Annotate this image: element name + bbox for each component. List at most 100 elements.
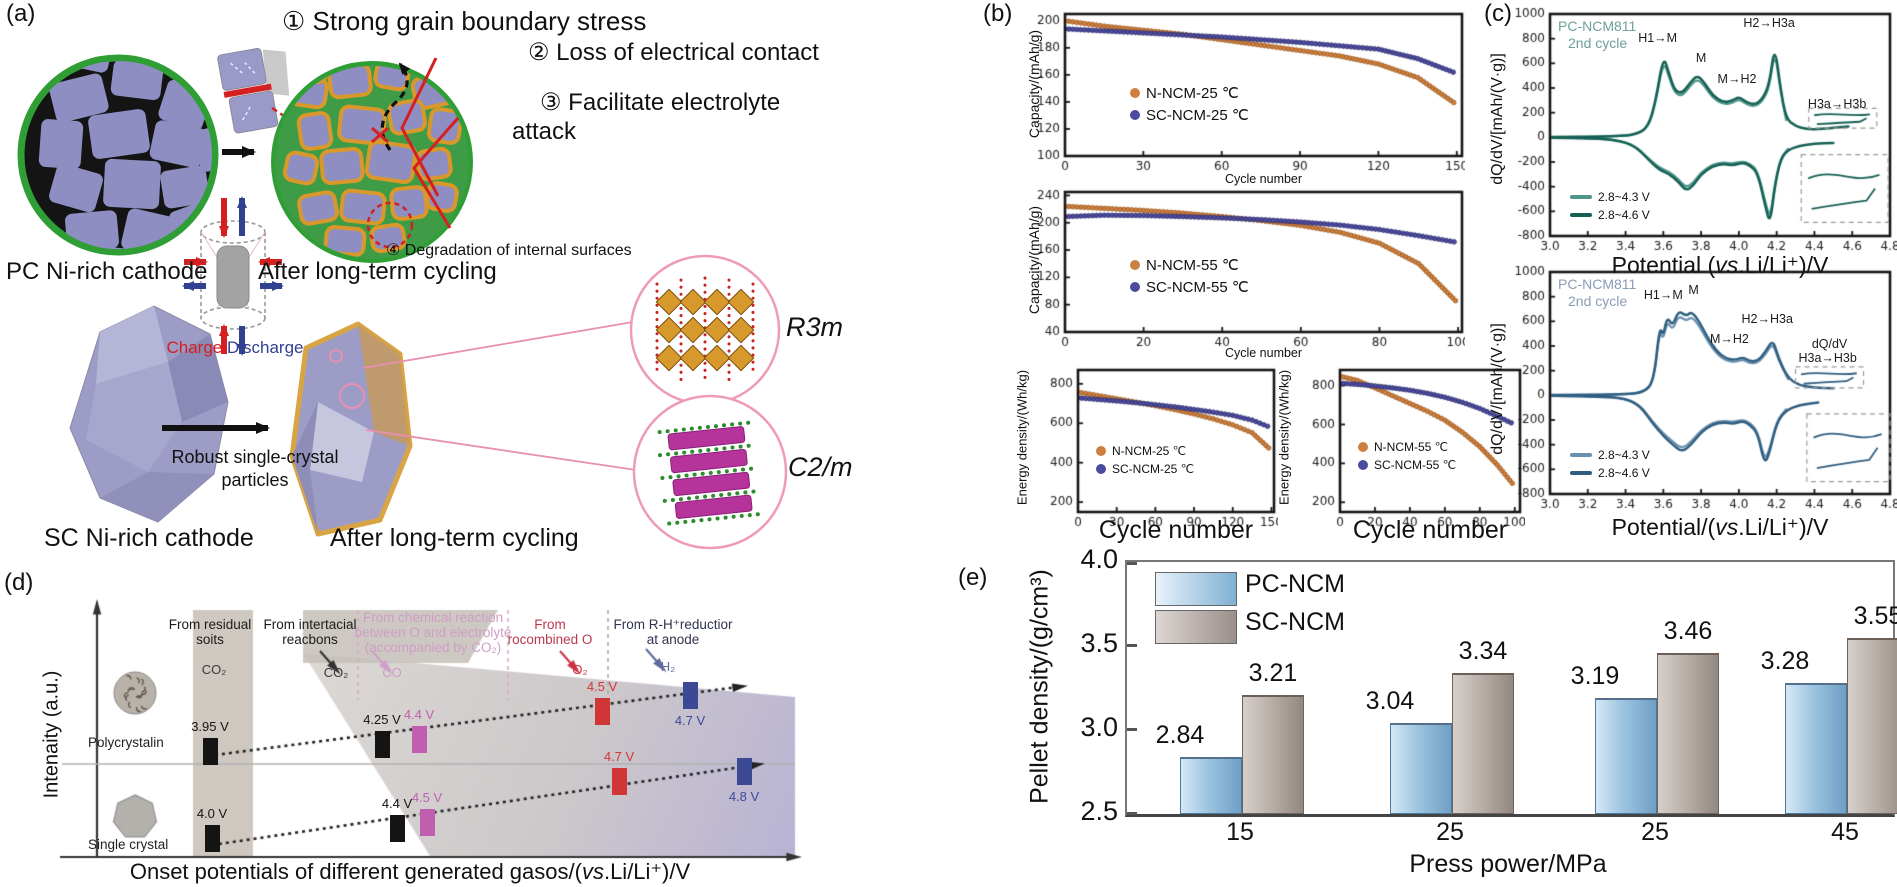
peak-label: dQ/dV <box>1811 336 1848 351</box>
energy-55c-xlabel: Cycle number <box>1352 516 1508 544</box>
gas-species-label: CO₂ <box>323 665 349 680</box>
onset-voltage-label: 3.95 V <box>191 719 229 734</box>
y-tick-label: 3.5 <box>1080 628 1118 658</box>
panel-a-label: (a) <box>6 0 36 27</box>
damage-highlight-circle <box>366 201 414 249</box>
onset-voltage-label: 4.25 V <box>363 712 401 727</box>
gas-source-header: From intertacial reacbons <box>263 617 357 648</box>
legend-row: SC-NCM-55 ℃ <box>1130 278 1249 296</box>
r3m-phase-label: R3m <box>786 312 844 342</box>
bar-pc-ncm <box>1785 682 1847 814</box>
legend-swatch <box>1570 213 1592 217</box>
legend-swatch <box>1570 195 1592 199</box>
legend-label: 2.8~4.6 V <box>1598 466 1650 480</box>
bar-sc-ncm <box>1242 694 1304 814</box>
discharge-label: Discharge <box>226 338 304 357</box>
cracked-grain-icon <box>217 47 290 134</box>
legend-swatch-sc-ncm <box>1155 610 1237 644</box>
legend-swatch <box>1130 110 1140 120</box>
legend-swatch <box>1096 446 1106 456</box>
peak-label: H3a→H3b <box>1798 351 1857 366</box>
legend-row: N-NCM-25 ℃ <box>1130 84 1249 102</box>
peak-label: H2→H3a <box>1743 16 1795 31</box>
gas-species-label: O₂ <box>572 662 588 677</box>
peak-label: H1→M <box>1638 31 1678 46</box>
y-tick-mark <box>1127 644 1137 647</box>
pellet-density-categories: 15 25 25 45 <box>1125 818 1891 848</box>
dqdv-pc-legend: 2.8~4.3 V 2.8~4.6 V <box>1570 190 1650 226</box>
onset-marker <box>412 726 427 753</box>
onset-marker <box>203 738 218 765</box>
electron-path-arrow <box>380 62 411 151</box>
peak-label: M <box>1695 51 1707 66</box>
gas-onset-xlabel: Onset potentials of different generated … <box>129 859 691 884</box>
legend-row: 2.8~4.6 V <box>1570 208 1650 222</box>
annotation-grain-boundary-stress: ① Strong grain boundary stress <box>282 6 647 36</box>
legend-row: 2.8~4.3 V <box>1570 190 1650 204</box>
bar-sc-ncm <box>1452 672 1514 814</box>
gas-source-header: From rocombined O <box>507 617 593 648</box>
pellet-density-xlabel: Press power/MPa <box>1409 850 1607 878</box>
gas-source-header: From residual soits <box>168 617 252 648</box>
cycled-pc-particle-illustration <box>271 57 473 263</box>
gas-species-label: H₂ <box>660 659 676 674</box>
capacity-55c-canvas <box>1005 186 1465 358</box>
c2m-phase-label: C2/m <box>788 452 853 482</box>
legend-row: N-NCM-55 ℃ <box>1130 256 1249 274</box>
dqdv-sc-title: PC-NCM811 <box>1558 276 1637 292</box>
bar-sc-ncm <box>1657 652 1719 814</box>
capacity-55c-xlabel: Cycle number <box>1224 346 1303 360</box>
legend-swatch <box>1130 282 1140 292</box>
gas-species-label: CO <box>382 665 402 680</box>
legend-label: 2.8~4.6 V <box>1598 208 1650 222</box>
leader-to-c2m <box>365 429 637 471</box>
panel-e-label: (e) <box>958 564 988 591</box>
legend-label: SC-NCM-25 ℃ <box>1112 462 1195 476</box>
robust-particles-label: Robust single-crystal particles <box>171 447 339 491</box>
x-category-label: 15 <box>1226 818 1254 846</box>
dqdv-sc-xlabel: Potential/(vs.Li/Li⁺)/V <box>1611 514 1829 540</box>
bar-value-pc: 3.19 <box>1570 662 1620 691</box>
pellet-density-yticks: 2.5 3.0 3.5 4.0 <box>1020 544 1118 826</box>
onset-marker <box>737 758 752 785</box>
onset-marker <box>205 825 220 852</box>
bar-value-pc: 3.28 <box>1760 646 1810 675</box>
annotation-loss-electrical-contact: ② Loss of electrical contact <box>528 39 819 66</box>
onset-marker <box>420 809 435 836</box>
legend-row: N-NCM-25 ℃ <box>1096 444 1194 458</box>
dqdv-pc-title: PC-NCM811 <box>1558 18 1637 34</box>
battery-cycling-icon <box>182 196 284 356</box>
onset-marker <box>375 731 390 758</box>
energy-55c-legend: N-NCM-55 ℃ SC-NCM-55 ℃ <box>1358 440 1456 476</box>
legend-swatch <box>1358 442 1368 452</box>
legend-row: N-NCM-55 ℃ <box>1358 440 1456 454</box>
onset-voltage-label: 4.0 V <box>196 806 228 821</box>
sc-particle-illustration <box>69 305 229 523</box>
legend-label: SC-NCM-55 ℃ <box>1374 458 1457 472</box>
legend-label-pc-ncm: PC-NCM <box>1245 570 1345 598</box>
onset-voltage-label: 4.4 V <box>403 707 435 722</box>
legend-swatch <box>1130 260 1140 270</box>
onset-voltage-label: 4.5 V <box>586 679 618 694</box>
c2m-structure-icon <box>632 394 788 550</box>
legend-row: SC-NCM-55 ℃ <box>1358 458 1456 472</box>
capacity-25c-xlabel: Cycle number <box>1224 172 1303 186</box>
legend-label: 2.8~4.3 V <box>1598 190 1650 204</box>
annotation-electrolyte-attack-2: attack <box>512 118 577 145</box>
pellet-density-plot: PC-NCM SC-NCM 2.84 3.21 3.04 3.34 3.19 3.46 3.… <box>1125 560 1897 817</box>
bar-value-sc: 3.55 <box>1853 601 1897 630</box>
dqdv-sc-chart: PC-NCM811 2nd cycle 2.8~4.3 V 2.8~4.6 V H… <box>1505 262 1897 524</box>
gas-species-label: CO₂ <box>201 662 227 677</box>
capacity-55c-legend: N-NCM-55 ℃ SC-NCM-55 ℃ <box>1130 256 1249 300</box>
legend-swatch <box>1570 471 1592 475</box>
onset-voltage-label: 4.8 V <box>728 789 760 804</box>
annotation-electrolyte-attack-1: ③ Facilitate electrolyte <box>540 89 781 116</box>
dqdv-sc-legend: 2.8~4.3 V 2.8~4.6 V <box>1570 448 1650 484</box>
gas-onset-diagram-canvas <box>0 565 810 887</box>
y-tick-mark <box>1127 812 1137 815</box>
bar-value-pc: 2.84 <box>1155 720 1205 749</box>
crack-line <box>400 57 440 197</box>
y-tick-label: 3.0 <box>1080 712 1118 742</box>
y-tick-label: 2.5 <box>1080 796 1118 826</box>
energy-25c-xlabel: Cycle number <box>1098 516 1254 544</box>
